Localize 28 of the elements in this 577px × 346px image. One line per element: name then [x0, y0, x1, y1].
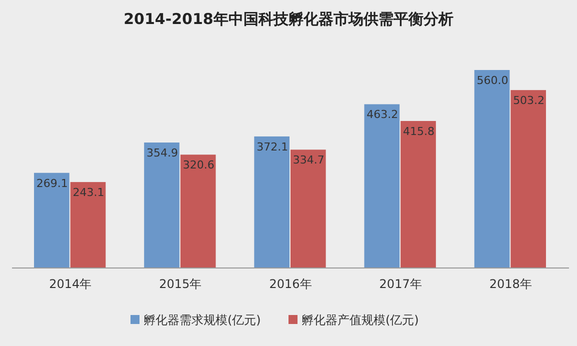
- bar: [290, 150, 326, 268]
- bar: [364, 104, 400, 268]
- chart-title: 2014-2018年中国科技孵化器市场供需平衡分析: [124, 10, 454, 28]
- data-label: 243.1: [72, 186, 104, 200]
- legend-label: 孵化器需求规模(亿元): [144, 313, 261, 327]
- x-tick-label: 2018年: [489, 277, 532, 291]
- bar: [400, 120, 436, 268]
- x-tick-label: 2015年: [159, 277, 202, 291]
- bar: [474, 70, 510, 268]
- bar: [510, 90, 546, 268]
- bar: [144, 142, 180, 268]
- data-label: 560.0: [476, 74, 508, 87]
- x-tick-label: 2017年: [379, 277, 422, 291]
- data-label: 372.1: [256, 140, 288, 154]
- data-label: 320.6: [182, 158, 214, 172]
- data-label: 415.8: [402, 124, 434, 138]
- bar: [254, 136, 290, 268]
- data-label: 334.7: [292, 154, 324, 167]
- legend-label: 孵化器产值规模(亿元): [302, 313, 419, 327]
- bar: [34, 172, 70, 268]
- data-label: 269.1: [36, 176, 68, 190]
- data-label: 503.2: [513, 94, 545, 108]
- data-label: 463.2: [366, 108, 398, 122]
- bar: [70, 182, 106, 268]
- bar: [180, 154, 216, 268]
- x-tick-label: 2016年: [269, 277, 312, 291]
- data-label: 354.9: [146, 146, 178, 160]
- x-tick-label: 2014年: [49, 277, 92, 291]
